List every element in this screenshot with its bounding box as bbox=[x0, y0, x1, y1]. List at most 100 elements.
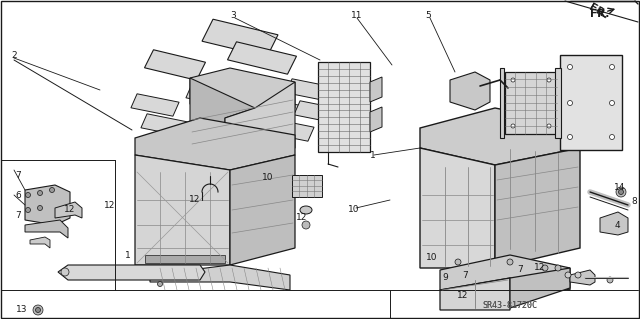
Polygon shape bbox=[58, 265, 205, 280]
Polygon shape bbox=[225, 82, 295, 158]
Polygon shape bbox=[227, 42, 296, 74]
Text: 7: 7 bbox=[462, 271, 468, 279]
Bar bbox=[318, 62, 370, 152]
Circle shape bbox=[575, 272, 581, 278]
Text: 12: 12 bbox=[534, 263, 546, 272]
Circle shape bbox=[618, 189, 623, 195]
Polygon shape bbox=[370, 107, 382, 132]
Text: 10: 10 bbox=[348, 205, 360, 214]
Text: 9: 9 bbox=[442, 272, 448, 281]
Polygon shape bbox=[450, 72, 490, 110]
Text: 3: 3 bbox=[230, 11, 236, 20]
Text: 12: 12 bbox=[458, 291, 468, 300]
Text: 14: 14 bbox=[614, 183, 626, 192]
Text: 7: 7 bbox=[15, 170, 21, 180]
Circle shape bbox=[38, 190, 42, 196]
Text: 12: 12 bbox=[189, 196, 201, 204]
Text: 4: 4 bbox=[614, 220, 620, 229]
Text: FR.: FR. bbox=[587, 3, 609, 21]
Text: 11: 11 bbox=[351, 11, 363, 20]
Polygon shape bbox=[156, 134, 204, 156]
Circle shape bbox=[616, 187, 626, 197]
Circle shape bbox=[609, 135, 614, 139]
Circle shape bbox=[38, 205, 42, 211]
Polygon shape bbox=[420, 148, 495, 268]
Circle shape bbox=[607, 277, 613, 283]
Circle shape bbox=[26, 207, 31, 212]
Text: 13: 13 bbox=[16, 306, 28, 315]
Circle shape bbox=[507, 259, 513, 265]
Polygon shape bbox=[420, 108, 580, 165]
Circle shape bbox=[26, 192, 31, 197]
Circle shape bbox=[568, 64, 573, 70]
Bar bbox=[560, 55, 622, 150]
Circle shape bbox=[157, 281, 163, 286]
Bar bbox=[505, 72, 557, 134]
Text: 1: 1 bbox=[125, 250, 131, 259]
Polygon shape bbox=[294, 101, 342, 123]
Text: 10: 10 bbox=[262, 174, 274, 182]
Polygon shape bbox=[510, 268, 570, 308]
Text: SR43-81720C: SR43-81720C bbox=[483, 300, 538, 309]
Polygon shape bbox=[495, 148, 580, 268]
Polygon shape bbox=[570, 270, 595, 285]
Polygon shape bbox=[55, 202, 82, 218]
Text: 6: 6 bbox=[15, 190, 21, 199]
Circle shape bbox=[568, 135, 573, 139]
Polygon shape bbox=[135, 155, 230, 265]
Text: SR43-81720C: SR43-81720C bbox=[483, 301, 538, 310]
Polygon shape bbox=[266, 119, 314, 141]
Text: 10: 10 bbox=[426, 254, 438, 263]
Circle shape bbox=[455, 259, 461, 265]
Circle shape bbox=[609, 100, 614, 106]
Text: 2: 2 bbox=[11, 50, 17, 60]
Polygon shape bbox=[25, 185, 70, 225]
Text: 12: 12 bbox=[104, 201, 116, 210]
Polygon shape bbox=[196, 104, 244, 126]
Ellipse shape bbox=[300, 206, 312, 214]
Bar bbox=[555, 68, 561, 138]
Text: 8: 8 bbox=[631, 197, 637, 206]
Text: FR.: FR. bbox=[590, 9, 610, 19]
Circle shape bbox=[61, 268, 69, 276]
Circle shape bbox=[547, 124, 551, 128]
Circle shape bbox=[511, 78, 515, 82]
Circle shape bbox=[511, 124, 515, 128]
Polygon shape bbox=[286, 79, 334, 101]
Polygon shape bbox=[135, 118, 295, 170]
Circle shape bbox=[587, 272, 593, 278]
Polygon shape bbox=[202, 19, 278, 57]
Text: 7: 7 bbox=[517, 265, 523, 275]
Polygon shape bbox=[211, 126, 259, 148]
Polygon shape bbox=[230, 155, 295, 265]
Polygon shape bbox=[190, 68, 295, 118]
Bar bbox=[292, 175, 322, 197]
Circle shape bbox=[302, 221, 310, 229]
Circle shape bbox=[33, 305, 43, 315]
Bar bbox=[145, 255, 225, 263]
Text: 12: 12 bbox=[64, 205, 76, 214]
Circle shape bbox=[542, 265, 548, 271]
Polygon shape bbox=[440, 255, 570, 290]
Circle shape bbox=[35, 308, 40, 313]
Polygon shape bbox=[190, 78, 255, 158]
Polygon shape bbox=[131, 94, 179, 116]
Polygon shape bbox=[251, 97, 299, 119]
Polygon shape bbox=[141, 114, 189, 136]
Text: 5: 5 bbox=[425, 11, 431, 20]
Polygon shape bbox=[186, 84, 234, 106]
Text: 12: 12 bbox=[296, 213, 308, 222]
Polygon shape bbox=[150, 265, 290, 290]
Polygon shape bbox=[30, 237, 50, 248]
Circle shape bbox=[565, 272, 571, 278]
Text: 7: 7 bbox=[15, 211, 21, 219]
Polygon shape bbox=[370, 77, 382, 102]
Circle shape bbox=[555, 265, 561, 271]
Text: 1: 1 bbox=[370, 151, 376, 160]
Circle shape bbox=[49, 188, 54, 192]
Polygon shape bbox=[440, 278, 510, 310]
Bar bbox=[500, 68, 504, 138]
Circle shape bbox=[568, 100, 573, 106]
Circle shape bbox=[609, 64, 614, 70]
Circle shape bbox=[547, 78, 551, 82]
